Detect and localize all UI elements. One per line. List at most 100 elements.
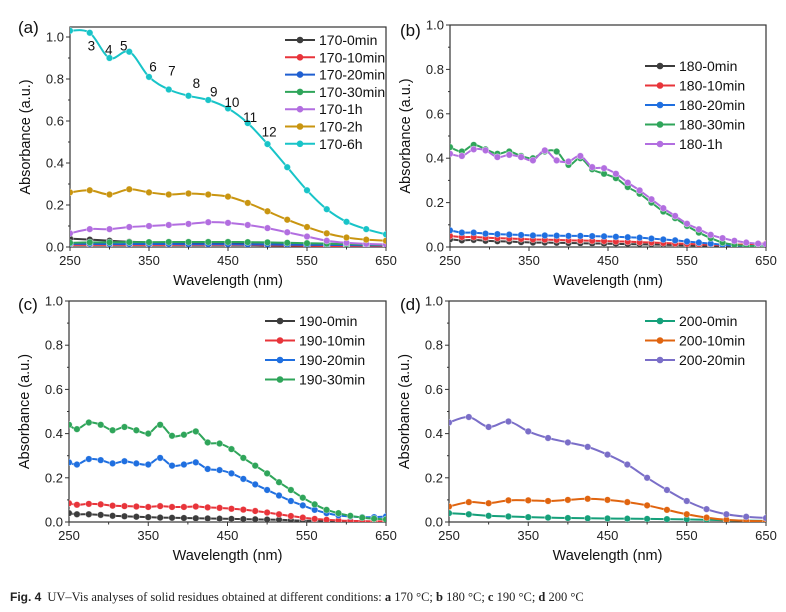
- data-point: [204, 190, 212, 199]
- data-point: [362, 225, 370, 233]
- data-point: [742, 238, 750, 247]
- data-point: [299, 513, 307, 522]
- legend-label: 200-10min: [679, 333, 745, 349]
- y-tick-label: 0.6: [46, 114, 64, 129]
- data-point: [132, 426, 140, 434]
- data-point: [584, 514, 592, 522]
- data-point: [184, 238, 193, 246]
- data-point: [600, 232, 608, 240]
- legend-label: 190-0min: [299, 313, 357, 329]
- legend-marker: [296, 36, 304, 44]
- data-point: [683, 510, 691, 518]
- data-point: [465, 413, 473, 421]
- data-point: [603, 514, 612, 522]
- data-point: [263, 140, 272, 148]
- legend-label: 170-20min: [319, 67, 385, 83]
- data-point: [275, 478, 283, 486]
- data-point: [85, 455, 93, 463]
- y-tick-label: 0.2: [46, 198, 64, 213]
- data-point: [588, 163, 596, 171]
- caption-text-3: b: [436, 590, 443, 604]
- legend-item: 190-0min: [265, 313, 357, 329]
- data-point: [600, 164, 608, 172]
- data-point: [504, 512, 513, 521]
- y-tick-label: 0.8: [45, 338, 63, 353]
- data-point: [227, 469, 236, 477]
- data-point: [323, 229, 331, 237]
- y-tick-label: 1.0: [46, 30, 64, 45]
- data-point: [283, 239, 291, 247]
- panel-label: (c): [18, 295, 38, 314]
- data-point: [663, 506, 671, 514]
- data-point: [73, 501, 81, 509]
- data-point: [544, 497, 552, 505]
- x-tick-label: 250: [438, 528, 460, 543]
- y-axis-label: Absorbance (a.u.): [17, 354, 33, 469]
- legend-label: 170-30min: [319, 84, 385, 100]
- data-point: [544, 513, 552, 522]
- x-tick-label: 650: [755, 528, 777, 543]
- y-tick-label: 0.6: [426, 106, 444, 121]
- data-point: [73, 510, 81, 518]
- data-point: [144, 503, 152, 511]
- legend-marker: [296, 54, 304, 61]
- x-tick-label: 350: [137, 528, 159, 543]
- y-tick-label: 0.4: [45, 426, 63, 441]
- data-point: [754, 240, 762, 247]
- data-point: [132, 459, 140, 468]
- data-point: [204, 514, 212, 522]
- caption-text-4: 180 °C;: [442, 590, 488, 604]
- data-point: [485, 499, 493, 507]
- series-line-190-0min: [69, 512, 386, 522]
- data-point: [156, 454, 164, 462]
- data-point: [184, 220, 193, 228]
- series-group: [449, 413, 766, 522]
- data-point: [251, 507, 259, 515]
- x-tick-label: 550: [296, 528, 318, 543]
- y-tick-label: 1.0: [425, 294, 443, 309]
- peak-annotation: 12: [262, 125, 277, 140]
- legend-label: 170-1h: [319, 101, 363, 117]
- data-point: [576, 232, 584, 240]
- data-point: [624, 179, 632, 187]
- legend-label: 170-2h: [319, 119, 363, 135]
- data-point: [493, 153, 502, 161]
- data-point: [184, 189, 193, 198]
- data-point: [485, 423, 493, 431]
- data-point: [659, 204, 667, 212]
- data-point: [643, 515, 651, 522]
- y-tick-label: 0.8: [425, 338, 443, 353]
- data-point: [108, 502, 117, 510]
- data-point: [263, 469, 271, 477]
- data-point: [244, 238, 252, 246]
- data-point: [108, 512, 117, 520]
- figure-caption: Fig. 4 UV–Vis analyses of solid residues …: [10, 590, 584, 605]
- y-tick-label: 0.2: [426, 195, 444, 210]
- caption-text-2: 170 °C;: [391, 590, 437, 604]
- data-point: [145, 188, 153, 196]
- legend-marker: [296, 105, 304, 113]
- legend-marker: [656, 82, 664, 89]
- x-tick-label: 350: [138, 253, 160, 268]
- data-point: [722, 510, 730, 518]
- data-point: [244, 221, 252, 229]
- caption-text-0: UV–Vis analyses of solid residues obtain…: [47, 590, 385, 604]
- data-point: [683, 497, 691, 505]
- data-point: [643, 501, 651, 510]
- legend-item: 170-30min: [285, 84, 385, 100]
- data-point: [168, 462, 176, 470]
- legend-label: 180-10min: [679, 78, 745, 94]
- data-point: [168, 503, 176, 511]
- data-point: [458, 228, 466, 237]
- data-point: [156, 513, 164, 522]
- data-point: [322, 506, 331, 514]
- data-point: [97, 421, 105, 429]
- data-point: [529, 156, 537, 165]
- data-point: [742, 513, 750, 521]
- data-point: [623, 460, 631, 469]
- y-tick-label: 0.4: [46, 156, 64, 171]
- data-point: [263, 207, 272, 215]
- legend-label: 180-0min: [679, 58, 737, 74]
- data-point: [215, 466, 224, 474]
- data-point: [145, 238, 153, 246]
